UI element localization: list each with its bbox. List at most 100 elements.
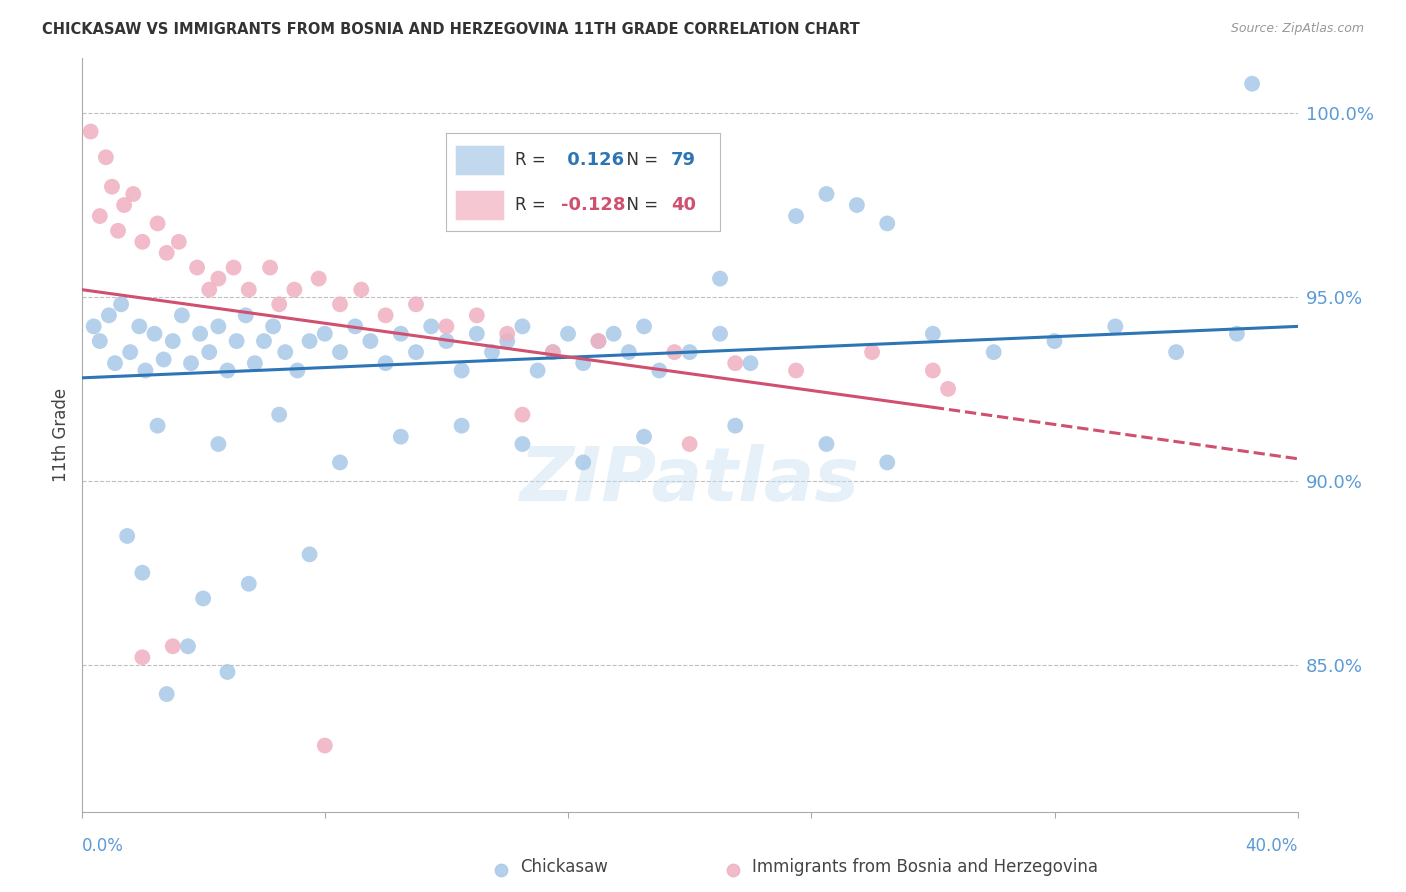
Point bbox=[269, 297, 291, 311]
Point bbox=[314, 739, 336, 753]
Point bbox=[152, 352, 174, 367]
Text: 0.126: 0.126 bbox=[561, 151, 624, 169]
Point bbox=[815, 437, 838, 451]
Point bbox=[922, 326, 945, 341]
Point bbox=[167, 235, 190, 249]
Point bbox=[922, 363, 945, 377]
Point bbox=[815, 187, 838, 202]
Point bbox=[146, 418, 169, 433]
Point bbox=[721, 863, 744, 877]
Point bbox=[709, 326, 731, 341]
Point bbox=[526, 363, 548, 377]
Point bbox=[489, 863, 512, 877]
Point bbox=[845, 198, 868, 212]
Point bbox=[134, 363, 156, 377]
Point bbox=[405, 345, 427, 359]
Point bbox=[876, 455, 898, 469]
Point bbox=[664, 345, 686, 359]
Point bbox=[572, 356, 595, 370]
Text: ZIPatlas: ZIPatlas bbox=[520, 443, 859, 516]
Point bbox=[724, 356, 747, 370]
Point bbox=[1166, 345, 1188, 359]
Point bbox=[110, 297, 132, 311]
Point bbox=[436, 319, 458, 334]
Point bbox=[709, 271, 731, 285]
Point bbox=[107, 224, 129, 238]
Point bbox=[120, 345, 142, 359]
Point bbox=[648, 363, 671, 377]
Text: 0.0%: 0.0% bbox=[82, 838, 124, 855]
Point bbox=[89, 334, 111, 348]
Point bbox=[198, 345, 221, 359]
Point bbox=[180, 356, 202, 370]
Point bbox=[633, 319, 655, 334]
Point bbox=[222, 260, 245, 275]
Point bbox=[329, 345, 352, 359]
Point bbox=[481, 345, 503, 359]
Point bbox=[436, 334, 458, 348]
Point bbox=[679, 345, 702, 359]
Point bbox=[274, 345, 297, 359]
Point bbox=[207, 437, 229, 451]
Point bbox=[89, 209, 111, 223]
Point bbox=[860, 345, 883, 359]
Point bbox=[496, 326, 519, 341]
Point bbox=[308, 271, 330, 285]
Point bbox=[128, 319, 150, 334]
Point bbox=[188, 326, 211, 341]
Point bbox=[389, 430, 412, 444]
Point bbox=[541, 345, 564, 359]
Point bbox=[572, 455, 595, 469]
Point bbox=[115, 529, 138, 543]
Point bbox=[177, 640, 200, 654]
Point bbox=[94, 150, 117, 164]
Point bbox=[541, 345, 564, 359]
Point bbox=[146, 216, 169, 230]
Point bbox=[1226, 326, 1249, 341]
Text: R =: R = bbox=[515, 196, 551, 214]
Point bbox=[162, 640, 184, 654]
Point bbox=[329, 455, 352, 469]
Point bbox=[287, 363, 309, 377]
Point bbox=[298, 547, 321, 561]
Point bbox=[104, 356, 127, 370]
Point bbox=[101, 179, 124, 194]
Point bbox=[420, 319, 443, 334]
Point bbox=[131, 235, 153, 249]
Point bbox=[235, 309, 257, 323]
Point bbox=[496, 334, 519, 348]
Point bbox=[79, 124, 101, 138]
Point bbox=[207, 271, 229, 285]
Point bbox=[389, 326, 412, 341]
Point bbox=[405, 297, 427, 311]
Point bbox=[512, 408, 534, 422]
Point bbox=[557, 326, 579, 341]
Point bbox=[156, 687, 179, 701]
Point bbox=[207, 319, 229, 334]
Point bbox=[238, 576, 260, 591]
Point bbox=[588, 334, 610, 348]
Text: 79: 79 bbox=[671, 151, 696, 169]
Point bbox=[350, 283, 373, 297]
Point bbox=[112, 198, 135, 212]
Point bbox=[143, 326, 166, 341]
Text: Chickasaw: Chickasaw bbox=[520, 858, 609, 876]
Point bbox=[602, 326, 624, 341]
Y-axis label: 11th Grade: 11th Grade bbox=[52, 388, 70, 482]
Point bbox=[876, 216, 898, 230]
Point bbox=[191, 591, 215, 606]
Point bbox=[238, 283, 260, 297]
Text: N =: N = bbox=[616, 196, 664, 214]
Point bbox=[283, 283, 305, 297]
Point bbox=[217, 665, 239, 679]
Point bbox=[298, 334, 321, 348]
Text: 40: 40 bbox=[671, 196, 696, 214]
Point bbox=[253, 334, 276, 348]
Point bbox=[450, 418, 472, 433]
Point bbox=[617, 345, 640, 359]
Point bbox=[97, 309, 120, 323]
Point bbox=[156, 245, 179, 260]
Point bbox=[679, 437, 702, 451]
Point bbox=[785, 363, 807, 377]
Point bbox=[269, 408, 291, 422]
